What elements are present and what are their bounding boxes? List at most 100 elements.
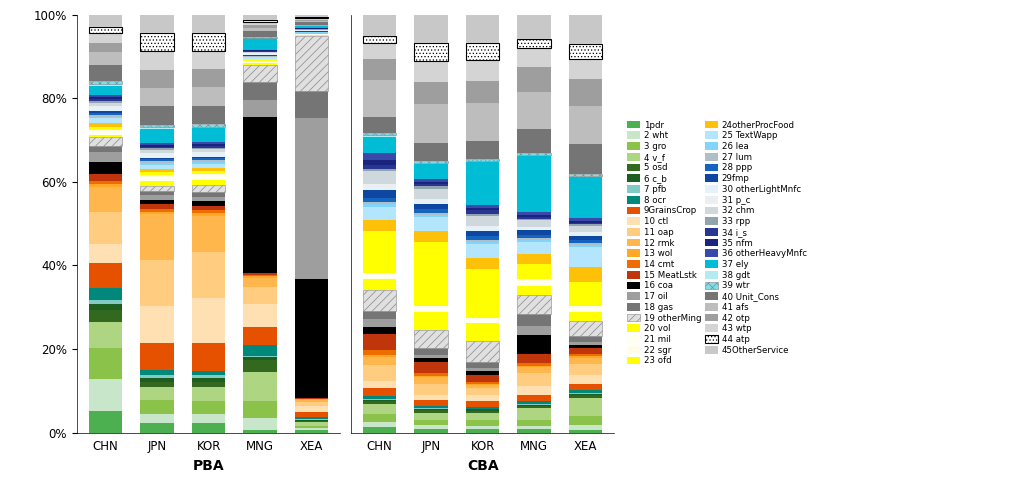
Bar [362, 205, 396, 207]
Bar [466, 230, 500, 236]
Bar [244, 276, 276, 278]
Bar [191, 423, 225, 433]
Bar [569, 226, 602, 232]
Bar [244, 360, 276, 372]
Bar [191, 206, 225, 210]
Bar [415, 400, 447, 406]
Bar [140, 370, 174, 375]
Bar [362, 279, 396, 290]
Bar [89, 411, 122, 433]
Bar [140, 260, 174, 306]
Bar [244, 287, 276, 304]
Bar [191, 171, 225, 174]
Bar [466, 375, 500, 382]
Bar [244, 20, 276, 22]
Bar [244, 100, 276, 117]
Bar [362, 357, 396, 365]
Bar [362, 334, 396, 350]
Bar [295, 35, 329, 91]
Bar [295, 405, 329, 413]
Bar [191, 149, 225, 152]
Bar [89, 310, 122, 322]
Bar [244, 117, 276, 273]
Bar [466, 205, 500, 208]
Bar [244, 275, 276, 276]
Bar [517, 395, 551, 401]
Bar [466, 382, 500, 384]
Bar [466, 411, 500, 413]
Bar [415, 358, 447, 362]
Bar [89, 84, 122, 86]
Bar [362, 355, 396, 357]
Bar [140, 124, 174, 127]
Bar [362, 350, 396, 355]
Bar [569, 247, 602, 267]
Bar [362, 198, 396, 202]
Bar [466, 401, 500, 406]
Bar [89, 379, 122, 411]
Bar [140, 423, 174, 433]
Bar [415, 411, 447, 413]
Bar [517, 295, 551, 313]
Bar [517, 426, 551, 430]
Bar [191, 156, 225, 158]
Bar [517, 404, 551, 405]
Bar [569, 59, 602, 79]
Bar [466, 371, 500, 375]
Bar [569, 425, 602, 430]
Bar [89, 187, 122, 212]
Bar [89, 184, 122, 187]
Bar [140, 181, 174, 186]
Bar [244, 28, 276, 31]
Bar [362, 135, 396, 137]
Bar [191, 382, 225, 387]
Bar [569, 430, 602, 433]
Bar [415, 406, 447, 408]
Bar [140, 343, 174, 370]
Bar [415, 213, 447, 215]
Bar [140, 145, 174, 147]
Bar [244, 54, 276, 55]
Bar [415, 355, 447, 358]
Bar [466, 82, 500, 103]
Bar [140, 170, 174, 172]
Bar [517, 219, 551, 221]
Bar [517, 286, 551, 295]
Bar [466, 258, 500, 269]
Bar [466, 214, 500, 216]
Bar [517, 39, 551, 49]
Bar [191, 387, 225, 400]
Bar [295, 422, 329, 426]
Bar [362, 165, 396, 169]
Bar [569, 358, 602, 364]
Bar [415, 82, 447, 104]
Bar [466, 15, 500, 43]
Bar [517, 156, 551, 212]
Bar [89, 123, 122, 127]
Bar [517, 401, 551, 404]
Bar [244, 327, 276, 345]
Bar [466, 384, 500, 385]
Bar [295, 413, 329, 417]
Bar [295, 91, 329, 118]
Bar [140, 129, 174, 143]
Bar [244, 400, 276, 418]
Bar [362, 59, 396, 80]
Bar [362, 202, 396, 205]
X-axis label: CBA: CBA [467, 459, 499, 473]
Bar [362, 388, 396, 397]
Bar [569, 393, 602, 394]
Bar [569, 394, 602, 396]
Bar [244, 36, 276, 38]
Bar [362, 35, 396, 43]
Bar [362, 381, 396, 388]
Bar [244, 430, 276, 433]
Bar [517, 15, 551, 39]
Bar [295, 426, 329, 428]
Bar [191, 252, 225, 298]
Bar [89, 174, 122, 181]
Bar [244, 56, 276, 57]
Bar [517, 386, 551, 395]
Bar [140, 148, 174, 150]
Bar [415, 377, 447, 384]
